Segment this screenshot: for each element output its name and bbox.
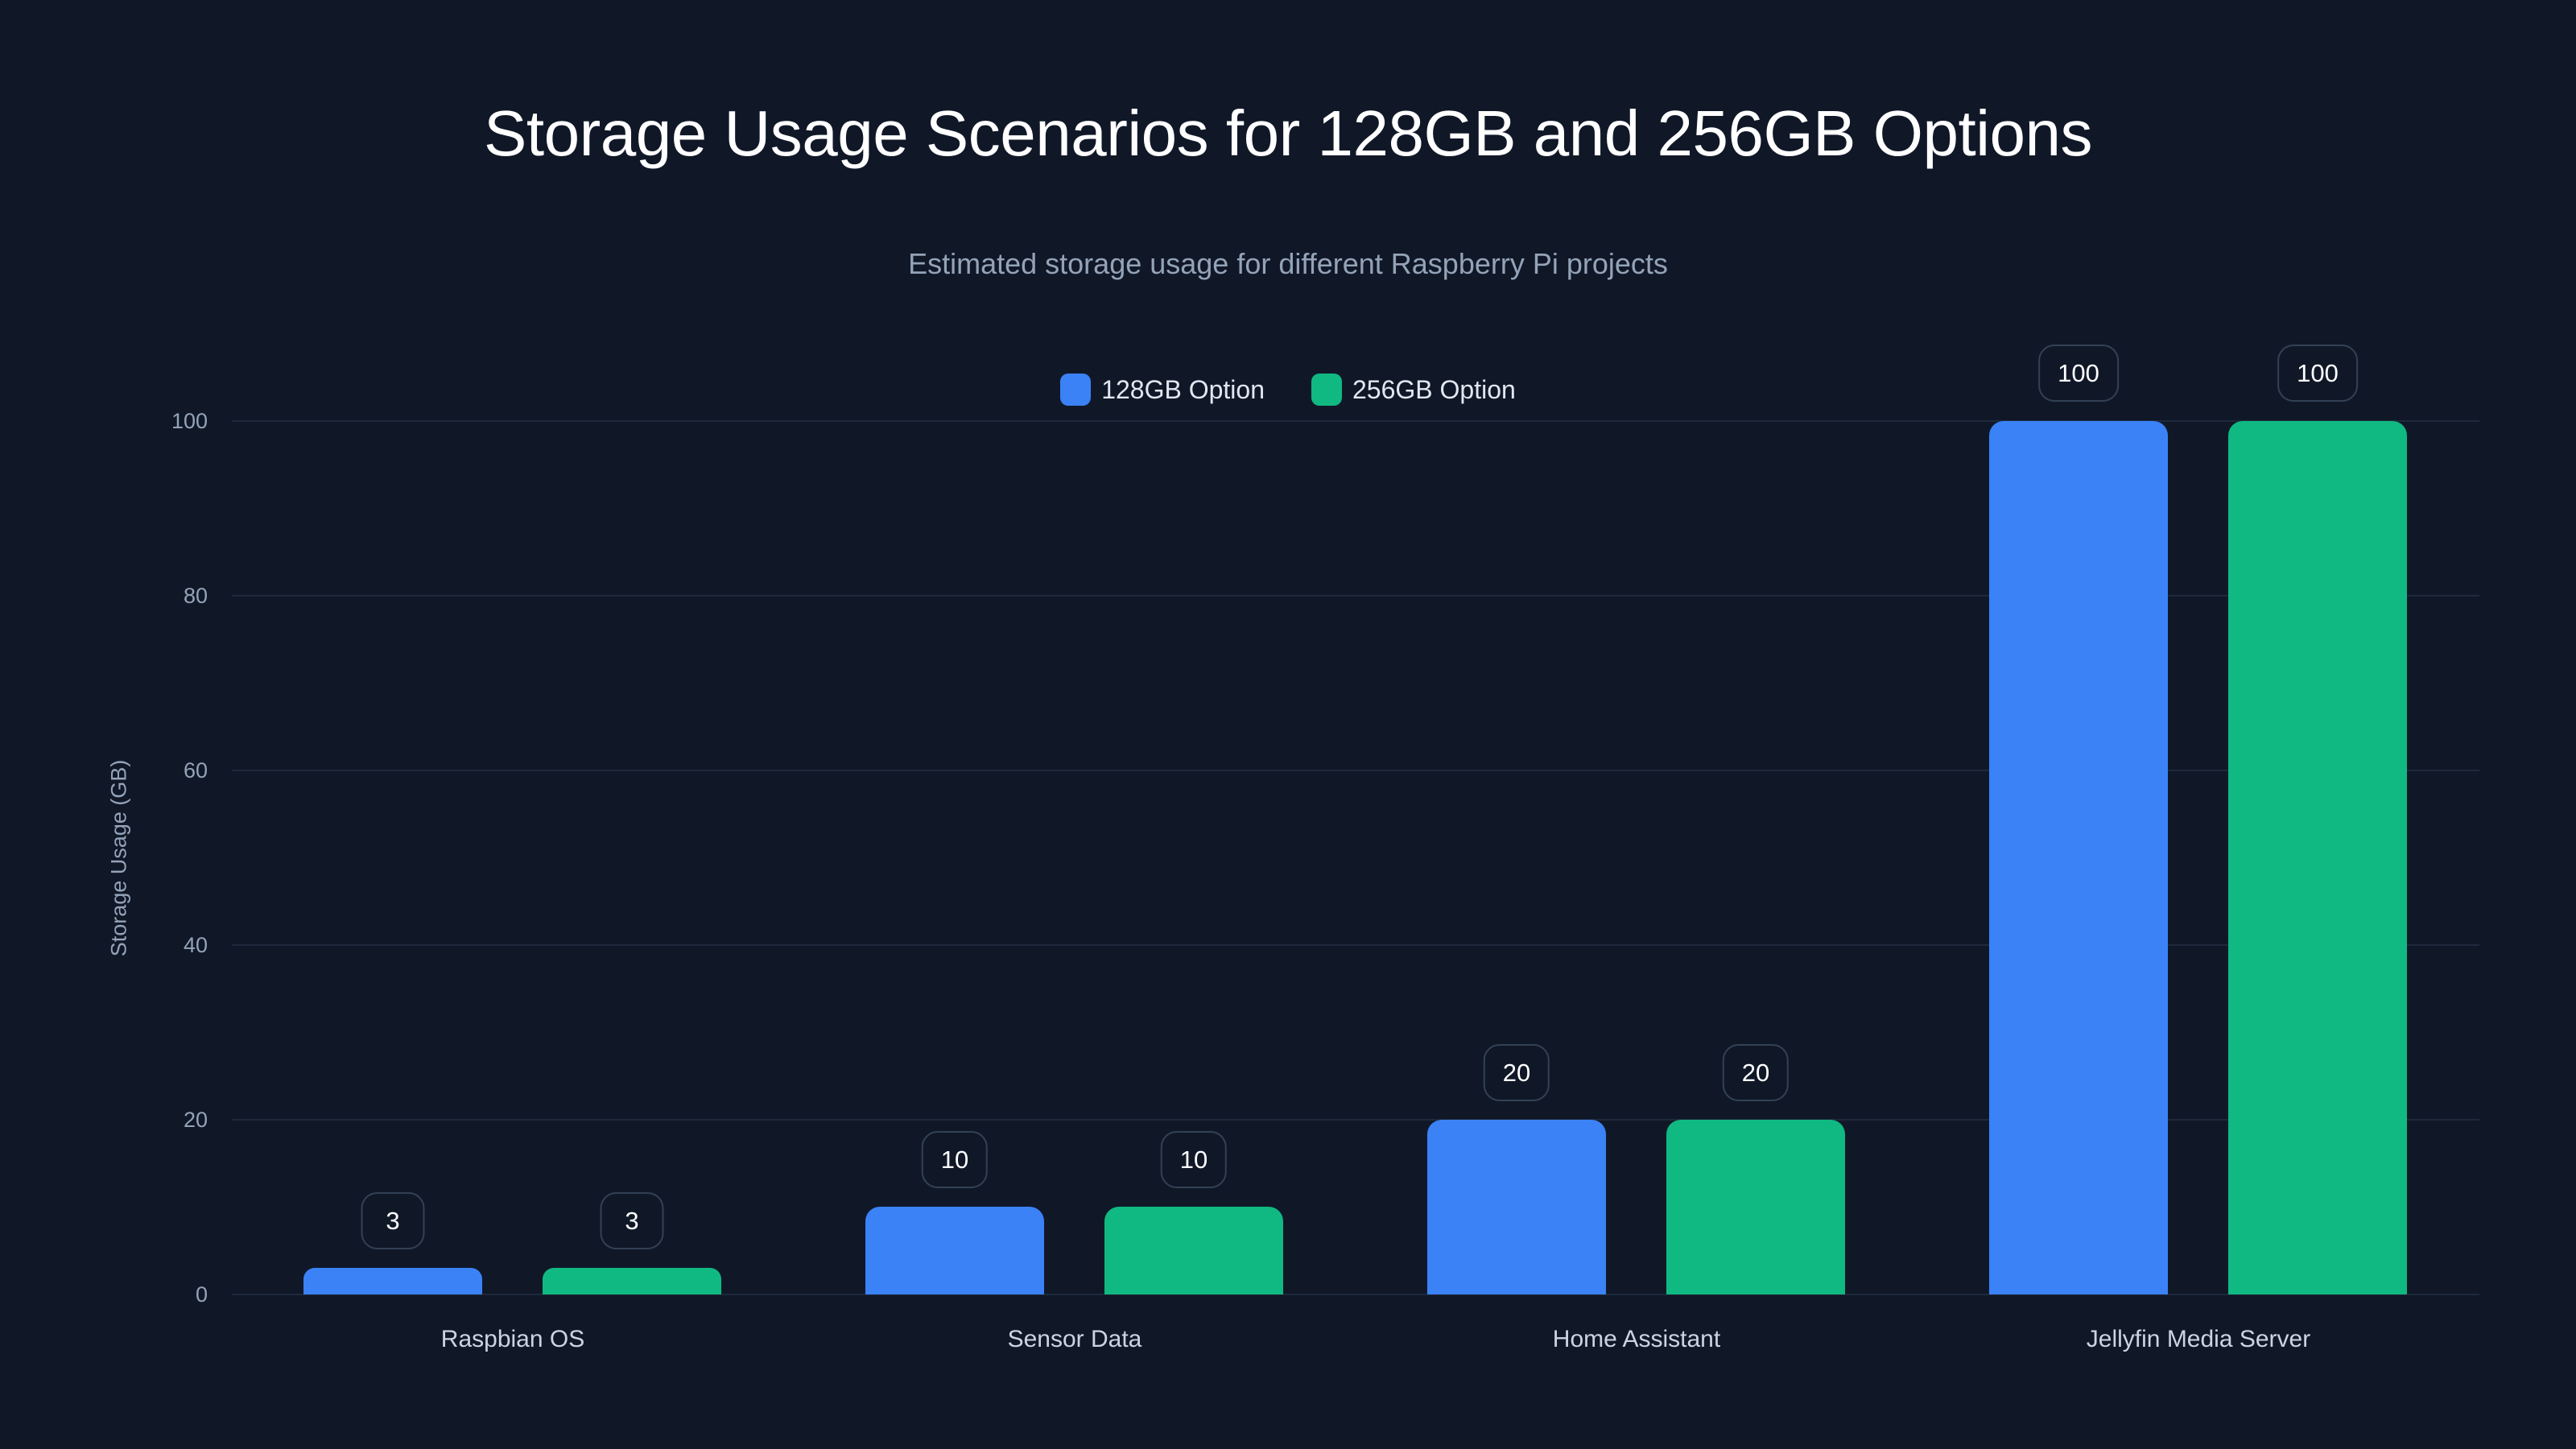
category-jellyfin-media-server: 100 100 Jellyfin Media Server	[1918, 0, 2479, 1449]
value-label: 20	[1483, 1044, 1550, 1101]
value-label: 20	[1722, 1044, 1790, 1101]
y-tick-label: 0	[195, 1282, 208, 1307]
y-tick-label: 80	[183, 584, 208, 608]
gridline-80	[232, 595, 2479, 597]
value-label: 10	[921, 1131, 989, 1188]
category-sensor-data: 10 10 Sensor Data	[794, 0, 1356, 1449]
chart-title: Storage Usage Scenarios for 128GB and 25…	[484, 97, 2092, 169]
bar-256gb[interactable]	[543, 1268, 721, 1294]
x-category-label: Jellyfin Media Server	[2086, 1326, 2311, 1352]
bar-128gb[interactable]	[303, 1268, 482, 1294]
category-home-assistant: 20 20 Home Assistant	[1356, 0, 1918, 1449]
y-tick-label: 60	[183, 758, 208, 782]
x-category-label: Sensor Data	[1007, 1326, 1142, 1352]
x-axis-baseline	[232, 1294, 2479, 1295]
legend-item-256gb[interactable]: 256GB Option	[1311, 374, 1516, 406]
y-axis-title: Storage Usage (GB)	[106, 759, 131, 957]
x-category-label: Home Assistant	[1552, 1326, 1721, 1352]
value-label: 10	[1160, 1131, 1228, 1188]
value-label: 100	[2038, 345, 2119, 402]
category-raspbian-os: 3 3 Raspbian OS	[232, 0, 794, 1449]
chart-subtitle: Estimated storage usage for different Ra…	[908, 247, 1668, 280]
plot-area: 100 80 60 40 20 0 3 3 Raspbian OS 10 10 …	[171, 0, 2479, 1449]
gridline-20	[232, 1119, 2479, 1121]
bar-256gb[interactable]	[1104, 1207, 1283, 1294]
legend-swatch-128gb-icon	[1060, 374, 1092, 406]
bar-256gb[interactable]	[2228, 421, 2407, 1294]
bar-128gb[interactable]	[1427, 1120, 1606, 1294]
bar-128gb[interactable]	[865, 1207, 1044, 1294]
gridline-40	[232, 944, 2479, 946]
legend-swatch-256gb-icon	[1311, 374, 1342, 406]
legend: 128GB Option 256GB Option	[0, 374, 2576, 406]
bar-256gb[interactable]	[1666, 1120, 1845, 1294]
legend-label: 256GB Option	[1352, 375, 1516, 404]
value-label: 100	[2277, 345, 2358, 402]
value-label: 3	[361, 1192, 425, 1249]
gridline-100	[232, 420, 2479, 422]
gridline-60	[232, 770, 2479, 771]
legend-item-128gb[interactable]: 128GB Option	[1060, 374, 1265, 406]
y-tick-label: 40	[183, 933, 208, 957]
y-tick-label: 20	[183, 1108, 208, 1132]
x-category-label: Raspbian OS	[440, 1326, 585, 1352]
legend-label: 128GB Option	[1101, 375, 1265, 404]
bar-128gb[interactable]	[1989, 421, 2168, 1294]
y-tick-label: 100	[171, 409, 208, 433]
value-label: 3	[600, 1192, 664, 1249]
